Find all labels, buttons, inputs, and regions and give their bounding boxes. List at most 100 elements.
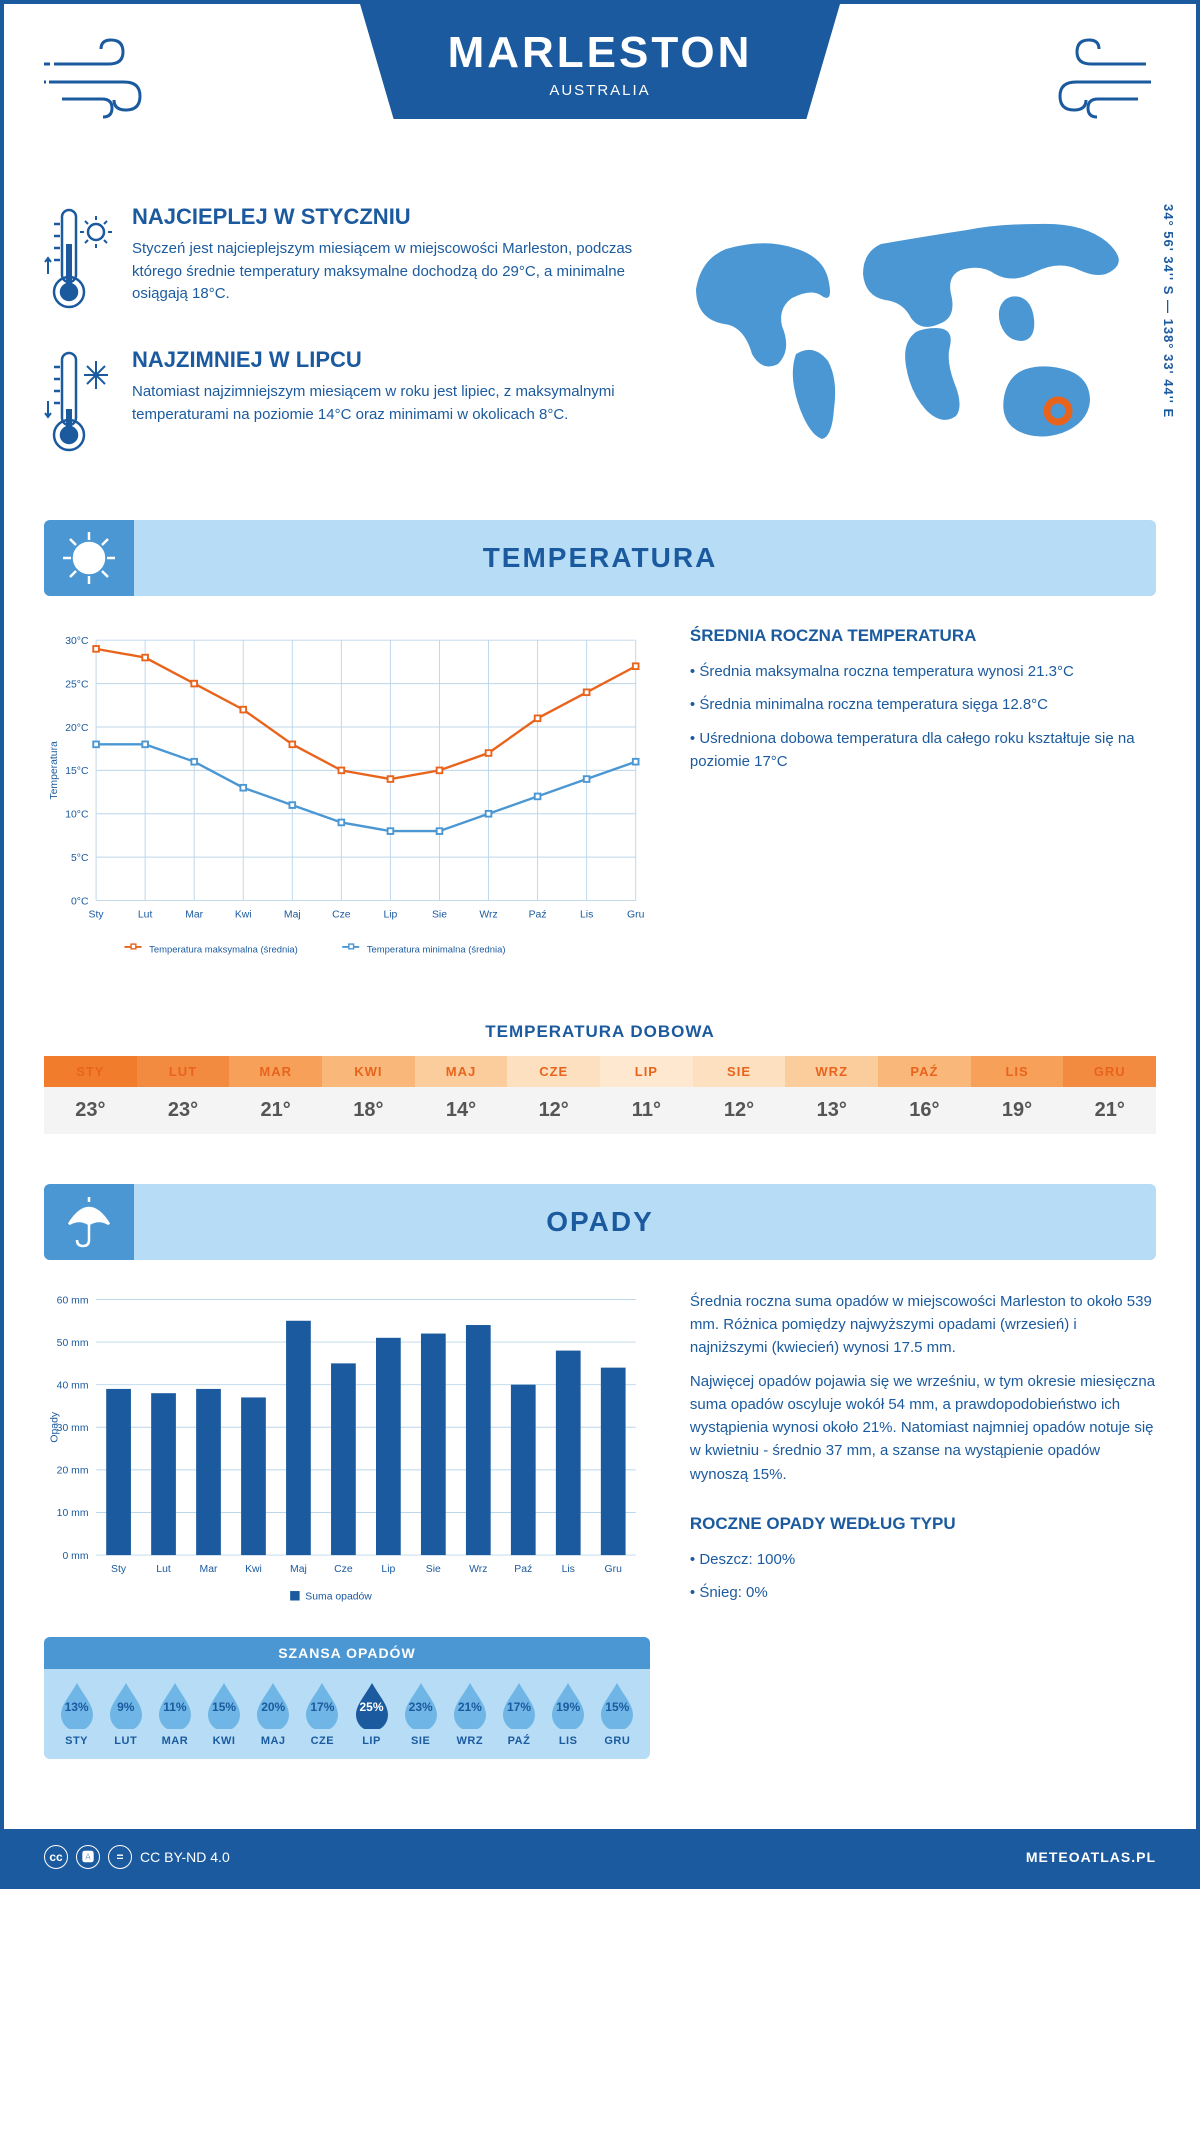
dobowa-cell: LIP11° [600, 1056, 693, 1134]
wind-icon [44, 34, 164, 129]
svg-text:5°C: 5°C [71, 853, 89, 864]
dobowa-cell: LUT23° [137, 1056, 230, 1134]
svg-text:Kwi: Kwi [235, 910, 252, 921]
chance-cell: 20%MAJ [249, 1681, 298, 1747]
svg-text:Sty: Sty [89, 910, 105, 921]
temp-bullet: Średnia minimalna roczna temperatura się… [690, 693, 1156, 716]
svg-text:Cze: Cze [332, 910, 351, 921]
fact-warmest: NAJCIEPLEJ W STYCZNIU Styczeń jest najci… [44, 204, 646, 319]
svg-text:Maj: Maj [290, 1564, 307, 1575]
umbrella-icon [44, 1184, 134, 1260]
svg-text:60 mm: 60 mm [57, 1295, 89, 1306]
chance-cell: 19%LIS [544, 1681, 593, 1747]
coordinates: 34° 56' 34'' S — 138° 33' 44'' E [1161, 204, 1176, 490]
svg-text:Lis: Lis [562, 1564, 575, 1575]
section-header-temperature: TEMPERATURA [44, 520, 1156, 596]
svg-text:20°C: 20°C [65, 723, 89, 734]
svg-text:Cze: Cze [334, 1564, 353, 1575]
nd-icon: = [108, 1845, 132, 1869]
footer: cc 🅰 = CC BY-ND 4.0 METEOATLAS.PL [4, 1829, 1196, 1885]
svg-text:Lip: Lip [383, 910, 397, 921]
svg-text:Maj: Maj [284, 910, 301, 921]
svg-text:Paź: Paź [529, 910, 547, 921]
temperature-line-chart: 0°C 5°C 10°C 15°C 20°C 25°C 30°C Sty Lut Mar Kwi Ma… [44, 626, 650, 967]
by-icon: 🅰 [76, 1845, 100, 1869]
svg-text:Gru: Gru [605, 1564, 623, 1575]
svg-text:Wrz: Wrz [469, 1564, 487, 1575]
svg-text:0°C: 0°C [71, 896, 89, 907]
svg-text:Lut: Lut [156, 1564, 171, 1575]
precip-type-item: Śnieg: 0% [690, 1581, 1156, 1604]
temperature-body: 0°C 5°C 10°C 15°C 20°C 25°C 30°C Sty Lut Mar Kwi Ma… [4, 596, 1196, 1012]
chance-cell: 15%KWI [199, 1681, 248, 1747]
license-text: CC BY-ND 4.0 [140, 1849, 230, 1865]
chance-cell: 17%PAŹ [494, 1681, 543, 1747]
precip-para1: Średnia roczna suma opadów w miejscowośc… [690, 1290, 1156, 1360]
svg-text:0 mm: 0 mm [62, 1551, 88, 1562]
dobowa-cell: GRU21° [1063, 1056, 1156, 1134]
sun-icon [44, 520, 134, 596]
section-title: TEMPERATURA [483, 542, 718, 573]
license: cc 🅰 = CC BY-ND 4.0 [44, 1845, 230, 1869]
dobowa-cell: MAJ14° [415, 1056, 508, 1134]
svg-text:10 mm: 10 mm [57, 1508, 89, 1519]
precip-para2: Najwięcej opadów pojawia się we wrześniu… [690, 1370, 1156, 1486]
svg-text:50 mm: 50 mm [57, 1338, 89, 1349]
svg-text:Kwi: Kwi [245, 1564, 262, 1575]
chance-cell: 15%GRU [593, 1681, 642, 1747]
temp-side-title: ŚREDNIA ROCZNA TEMPERATURA [690, 626, 1156, 646]
svg-text:Sie: Sie [426, 1564, 441, 1575]
precip-types-list: Deszcz: 100% Śnieg: 0% [690, 1548, 1156, 1605]
svg-text:Temperatura minimalna (średnia: Temperatura minimalna (średnia) [367, 945, 506, 956]
svg-text:Mar: Mar [185, 910, 203, 921]
world-map: 34° 56' 34'' S — 138° 33' 44'' E [676, 204, 1156, 490]
dobowa-cell: KWI18° [322, 1056, 415, 1134]
chance-cell: 23%SIE [396, 1681, 445, 1747]
chance-cell: 21%WRZ [445, 1681, 494, 1747]
svg-text:30°C: 30°C [65, 636, 89, 647]
dobowa-cell: MAR21° [229, 1056, 322, 1134]
svg-text:Gru: Gru [627, 910, 645, 921]
svg-text:Sie: Sie [432, 910, 447, 921]
svg-text:Sty: Sty [111, 1564, 127, 1575]
thermometer-cold-icon [44, 347, 114, 462]
precip-type-item: Deszcz: 100% [690, 1548, 1156, 1571]
fact-hot-body: Styczeń jest najcieplejszym miesiącem w … [132, 238, 646, 306]
dobowa-cell: STY23° [44, 1056, 137, 1134]
chance-cell: 9%LUT [101, 1681, 150, 1747]
svg-text:Temperatura maksymalna (średni: Temperatura maksymalna (średnia) [149, 945, 298, 956]
dobowa-cell: LIS19° [971, 1056, 1064, 1134]
dobowa-cell: SIE12° [693, 1056, 786, 1134]
svg-text:10°C: 10°C [65, 810, 89, 821]
svg-text:15°C: 15°C [65, 766, 89, 777]
thermometer-hot-icon [44, 204, 114, 319]
header: MARLESTON AUSTRALIA [4, 4, 1196, 184]
svg-text:Lip: Lip [381, 1564, 395, 1575]
fact-cold-body: Natomiast najzimniejszym miesiącem w rok… [132, 381, 646, 426]
chance-title: SZANSA OPADÓW [44, 1637, 650, 1669]
temp-bullet: Średnia maksymalna roczna temperatura wy… [690, 660, 1156, 683]
svg-text:Wrz: Wrz [479, 910, 497, 921]
svg-text:25°C: 25°C [65, 679, 89, 690]
daily-temp-table: STY23°LUT23°MAR21°KWI18°MAJ14°CZE12°LIP1… [44, 1056, 1156, 1134]
svg-text:Temperatura: Temperatura [49, 741, 60, 800]
svg-text:Paź: Paź [514, 1564, 532, 1575]
precip-chance-box: SZANSA OPADÓW 13%STY9%LUT11%MAR15%KWI20%… [44, 1637, 650, 1759]
chance-cell: 13%STY [52, 1681, 101, 1747]
chance-cell: 25%LIP [347, 1681, 396, 1747]
precip-bar-chart: 0 mm10 mm20 mm30 mm40 mm50 mm60 mmStyLut… [44, 1290, 650, 1612]
fact-cold-title: NAJZIMNIEJ W LIPCU [132, 347, 646, 373]
temp-bullets: Średnia maksymalna roczna temperatura wy… [690, 660, 1156, 773]
dobowa-title: TEMPERATURA DOBOWA [4, 1022, 1196, 1042]
section-title: OPADY [546, 1206, 654, 1237]
fact-coldest: NAJZIMNIEJ W LIPCU Natomiast najzimniejs… [44, 347, 646, 462]
cc-icon: cc [44, 1845, 68, 1869]
fact-hot-title: NAJCIEPLEJ W STYCZNIU [132, 204, 646, 230]
svg-text:Lis: Lis [580, 910, 593, 921]
svg-text:Lut: Lut [138, 910, 153, 921]
chance-cell: 17%CZE [298, 1681, 347, 1747]
section-header-precip: OPADY [44, 1184, 1156, 1260]
title-banner: MARLESTON AUSTRALIA [360, 4, 840, 119]
dobowa-cell: CZE12° [507, 1056, 600, 1134]
chance-cell: 11%MAR [150, 1681, 199, 1747]
